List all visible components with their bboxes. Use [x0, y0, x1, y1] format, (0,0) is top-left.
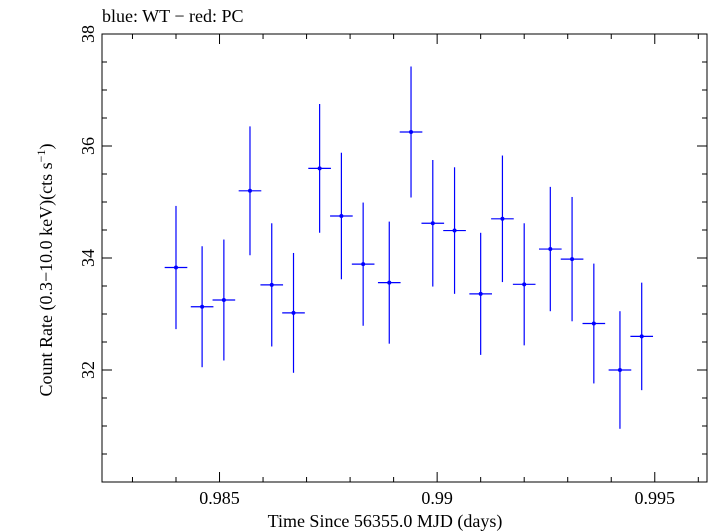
point-marker — [387, 280, 392, 285]
point-marker — [269, 282, 274, 287]
data-point — [469, 232, 492, 355]
data-point — [377, 221, 401, 344]
chart-title: blue: WT − red: PC — [102, 6, 243, 26]
point-marker — [247, 188, 252, 193]
data-point — [538, 186, 562, 312]
point-marker — [409, 130, 414, 134]
x-axis-label: Time Since 56355.0 MJD (days) — [268, 511, 503, 532]
data-point — [512, 223, 536, 346]
point-marker — [221, 298, 226, 302]
point-marker — [522, 282, 527, 287]
point-marker — [570, 257, 575, 262]
data-point — [608, 311, 632, 429]
data-point — [630, 282, 654, 391]
point-marker — [173, 265, 178, 270]
data-point — [399, 66, 423, 198]
data-point — [212, 239, 236, 361]
data-point — [260, 223, 284, 347]
point-marker — [548, 247, 553, 252]
data-point — [308, 104, 331, 233]
point-marker — [639, 334, 644, 339]
data-point — [491, 155, 514, 283]
axis-ticks — [102, 33, 707, 483]
y-axis-label: Count Rate (0.3−10.0 keV)(cts s−1) — [34, 144, 57, 397]
point-marker — [361, 262, 366, 267]
axis-tick-labels: 0.985 0.99 0.995 32 34 36 38 — [78, 25, 675, 508]
point-marker — [591, 321, 596, 326]
y-tick-label: 36 — [78, 137, 98, 155]
data-point — [582, 263, 606, 384]
point-marker — [452, 228, 457, 233]
data-point — [330, 152, 353, 280]
point-marker — [200, 304, 205, 309]
x-tick-label: 0.985 — [199, 488, 240, 508]
y-axis-label-sup: −1 — [34, 150, 48, 163]
data-point — [560, 196, 584, 322]
point-marker — [617, 368, 622, 372]
point-marker — [478, 291, 483, 296]
data-points — [164, 66, 654, 429]
x-tick-label: 0.99 — [421, 488, 453, 508]
data-point — [282, 252, 305, 373]
point-marker — [317, 166, 322, 171]
point-marker — [500, 216, 505, 221]
point-marker — [291, 310, 296, 315]
data-point — [164, 205, 188, 330]
x-tick-label: 0.995 — [635, 488, 676, 508]
plot-frame — [101, 33, 708, 483]
data-point — [351, 202, 375, 326]
point-marker — [339, 214, 344, 218]
data-point — [443, 167, 466, 294]
data-point — [421, 160, 445, 287]
y-axis-label-close: ) — [36, 144, 57, 150]
y-axis-label-main: Count Rate (0.3−10.0 keV)(cts s — [36, 162, 57, 396]
y-tick-label: 38 — [78, 25, 98, 43]
point-marker — [430, 221, 435, 226]
y-tick-label: 32 — [78, 361, 98, 379]
data-point — [190, 246, 214, 368]
y-tick-label: 34 — [78, 249, 98, 267]
data-point — [238, 126, 262, 256]
